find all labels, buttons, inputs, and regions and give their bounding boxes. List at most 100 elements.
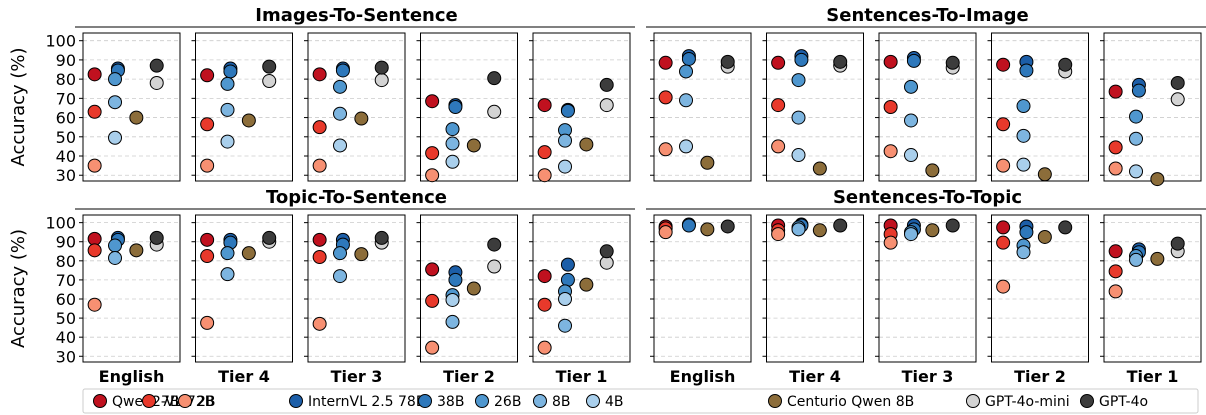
point-internvl-38b — [448, 272, 463, 287]
point-qwen-2b — [996, 158, 1011, 173]
point-qwen-72b — [537, 98, 552, 113]
point-qwen-7b — [883, 100, 898, 114]
point-internvl-26b — [679, 64, 694, 79]
point-internvl-4b — [108, 130, 123, 145]
subplot-frame — [307, 32, 406, 182]
point-qwen-2b — [200, 315, 215, 330]
point-qwen-2b — [1108, 161, 1123, 176]
point-internvl-4b — [904, 148, 919, 163]
point-internvl-8b — [791, 222, 806, 237]
point-gpt-4o — [599, 77, 614, 92]
point-centurio-8b — [812, 161, 827, 176]
point-gpt-4o — [374, 230, 389, 245]
point-gpt-4o-mini — [262, 74, 277, 89]
point-qwen-7b — [1108, 140, 1123, 155]
point-gpt-4o — [149, 58, 164, 73]
point-qwen-72b — [996, 220, 1011, 235]
legend-marker — [289, 394, 303, 408]
legend-label: 7B — [161, 394, 180, 410]
y-tick-label: 40 — [56, 147, 76, 166]
point-qwen-7b — [312, 250, 327, 264]
y-tick-label: 90 — [56, 233, 76, 252]
point-centurio-8b — [579, 137, 594, 152]
y-axis-label: Accuracy (%) — [8, 47, 29, 166]
point-qwen-2b — [87, 158, 102, 173]
point-qwen-7b — [771, 98, 786, 113]
point-qwen-2b — [1108, 284, 1123, 299]
point-qwen-7b — [1108, 264, 1123, 279]
point-gpt-4o-mini — [599, 98, 614, 113]
point-centurio-8b — [1150, 172, 1165, 187]
subplot-tier-2: Tier 2 — [416, 214, 518, 386]
point-internvl-4b — [445, 154, 460, 169]
subplot-frame — [653, 214, 752, 363]
point-internvl-38b — [1131, 83, 1146, 98]
y-tick-label: 50 — [56, 128, 76, 147]
y-axis-label: Accuracy (%) — [8, 229, 29, 348]
point-internvl-8b — [558, 318, 573, 333]
point-internvl-4b — [558, 159, 573, 174]
x-tick-label: Tier 1 — [556, 367, 608, 386]
point-centurio-8b — [354, 111, 369, 126]
y-tick-label: 80 — [56, 252, 76, 271]
subplot-tier-3 — [875, 32, 977, 182]
point-internvl-26b — [108, 72, 123, 87]
panel-title: Sentences-To-Topic — [833, 187, 1022, 208]
legend-marker — [178, 394, 192, 408]
point-internvl-4b — [445, 292, 460, 307]
point-internvl-26b — [220, 246, 235, 261]
point-qwen-7b — [425, 293, 440, 308]
point-internvl-26b — [791, 73, 806, 88]
point-qwen-7b — [425, 146, 440, 161]
point-internvl-8b — [904, 113, 919, 128]
legend-entry-gpt-4o-mini: GPT-4o-mini — [966, 394, 1070, 410]
y-tick-label: 90 — [56, 51, 76, 70]
subplot-frame — [195, 32, 293, 182]
point-gpt-4o — [1058, 57, 1073, 72]
point-internvl-26b — [1016, 99, 1031, 114]
point-internvl-8b — [220, 102, 235, 117]
point-qwen-2b — [312, 158, 327, 173]
point-internvl-4b — [220, 134, 235, 149]
point-internvl-38b — [1019, 225, 1034, 240]
point-internvl-8b — [333, 269, 348, 284]
subplot-tier-4 — [762, 32, 864, 182]
point-internvl-26b — [445, 122, 460, 137]
point-gpt-4o — [1058, 220, 1073, 235]
legend-label: 38B — [437, 394, 464, 410]
point-gpt-4o — [487, 71, 502, 86]
point-centurio-8b — [1037, 167, 1052, 182]
point-internvl-38b — [335, 63, 350, 78]
point-internvl-38b — [1019, 63, 1034, 78]
point-qwen-2b — [425, 168, 440, 183]
subplot-frame — [420, 32, 518, 182]
point-qwen-72b — [312, 67, 327, 82]
point-internvl-38b — [223, 64, 238, 79]
legend-entry-internvl-78b: InternVL 2.5 78B — [289, 394, 425, 410]
point-gpt-4o — [1170, 75, 1185, 90]
y-tick-label: 100 — [45, 214, 76, 233]
point-internvl-8b — [1129, 131, 1144, 146]
subplot-frame — [532, 214, 631, 363]
subplot-tier-1: Tier 1 — [529, 214, 631, 386]
point-internvl-8b — [1129, 252, 1144, 267]
legend-label: 4B — [605, 394, 624, 410]
point-internvl-4b — [1129, 164, 1144, 179]
panels-layer: Images-To-Sentence30405060708090100Accur… — [8, 5, 1206, 386]
point-qwen-72b — [1108, 84, 1123, 99]
point-qwen-2b — [771, 227, 786, 242]
point-qwen-7b — [996, 235, 1011, 250]
subplot-frame — [1103, 214, 1202, 363]
x-tick-label: Tier 1 — [1127, 367, 1179, 386]
legend-entry-internvl-26b: 26B — [475, 394, 521, 410]
point-internvl-8b — [1016, 245, 1031, 260]
point-gpt-4o — [720, 54, 735, 69]
point-centurio-8b — [925, 223, 940, 238]
point-qwen-7b — [87, 104, 102, 119]
legend-marker — [93, 394, 107, 408]
point-internvl-8b — [558, 133, 573, 148]
